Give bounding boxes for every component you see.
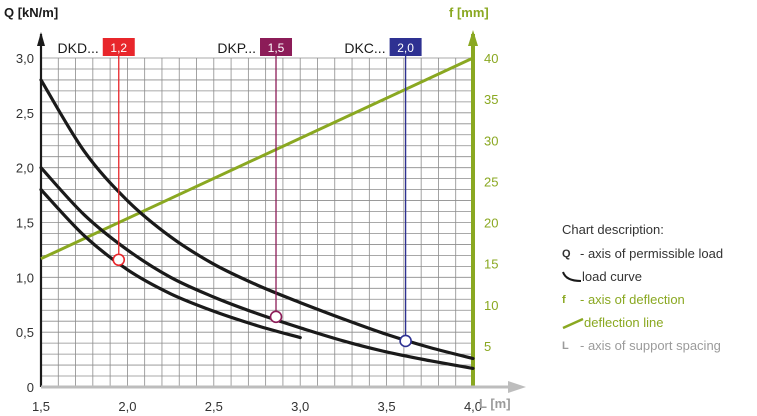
y-left-tick-label: 0: [27, 380, 34, 395]
y-left-tick-label: 0,5: [16, 325, 34, 340]
chart-series: [39, 56, 475, 370]
legend-q-text: - axis of permissible load: [580, 246, 724, 261]
deflection-line: [40, 56, 474, 261]
legend-deflection-row: deflection line: [562, 316, 757, 330]
x-tick-label: 1,5: [32, 399, 50, 414]
y-left-tick-label: 2,5: [16, 106, 34, 121]
y-left-axis-title: Q [kN/m]: [4, 5, 58, 20]
x-axis-title: L [m]: [479, 396, 511, 411]
y-right-tick-label: 35: [484, 92, 498, 107]
y-left-tick-label: 1,0: [16, 270, 34, 285]
y-right-tick-label: 30: [484, 133, 498, 148]
axis-ticks: 1,5 2,0 2,5 3,0 3,5 4,0 0 0,5 1,0 1,5 2,0 2,5 3,0 5 10…: [16, 51, 499, 414]
legend-l-text: - axis of support spacing: [580, 338, 721, 353]
x-tick-label: 2,0: [118, 399, 136, 414]
x-axis-arrow-icon: [508, 381, 526, 393]
marker-series-label-1: DKD...: [58, 40, 99, 56]
marker-point-2: [269, 310, 283, 324]
legend-f-text: - axis of deflection: [580, 292, 685, 307]
legend-q-key: Q: [562, 248, 571, 260]
marker-badge-1: [102, 38, 135, 56]
load-curve-2: [39, 166, 475, 370]
legend-l-row: L - axis of support spacing: [562, 339, 757, 353]
y-left-axis-arrow-icon: [37, 32, 45, 46]
marker-series-label-2: DKP...: [217, 40, 256, 56]
x-tick-label: 2,5: [205, 399, 223, 414]
marker-badge-value-2: 1,5: [268, 41, 285, 55]
chart-legend: Chart description: Q - axis of permissib…: [562, 222, 757, 362]
y-left-tick-label: 1,5: [16, 216, 34, 231]
y-left-tick-label: 2,0: [16, 161, 34, 176]
marker-badge-2: [260, 38, 293, 56]
legend-load-curve-row: load curve: [562, 270, 757, 284]
deflection-line-swatch-icon: [562, 317, 584, 330]
axes: [37, 30, 526, 393]
marker-badge-value-3: 2,0: [397, 41, 414, 55]
y-right-tick-label: 25: [484, 174, 498, 189]
y-right-axis-arrow-icon: [468, 30, 478, 46]
chart-markers: 1,2 DKD... 1,5 DKP... 2,0 DKC...: [58, 38, 422, 348]
y-right-tick-label: 5: [484, 339, 491, 354]
marker-series-label-3: DKC...: [344, 40, 385, 56]
marker-badge-value-1: 1,2: [110, 41, 127, 55]
y-right-tick-label: 20: [484, 216, 498, 231]
legend-load-curve-text: load curve: [582, 269, 642, 284]
legend-deflection-text: deflection line: [584, 315, 664, 330]
load-curve-1: [39, 188, 302, 340]
y-right-axis-title: f [mm]: [449, 5, 489, 20]
legend-l-key: L: [562, 340, 569, 352]
y-right-tick-label: 15: [484, 257, 498, 272]
y-left-tick-label: 3,0: [16, 51, 34, 66]
x-tick-label: 4,0: [464, 399, 482, 414]
load-curve-3: [39, 78, 475, 361]
legend-q-row: Q - axis of permissible load: [562, 247, 757, 261]
marker-point-1: [112, 253, 126, 267]
y-right-tick-label: 10: [484, 298, 498, 313]
load-curve-swatch-icon: [562, 271, 582, 282]
legend-heading: Chart description:: [562, 222, 664, 237]
x-tick-label: 3,0: [291, 399, 309, 414]
marker-badge-3: [389, 38, 422, 56]
x-tick-label: 3,5: [378, 399, 396, 414]
marker-point-3: [399, 334, 412, 348]
legend-f-key: f: [562, 294, 566, 306]
y-right-tick-label: 40: [484, 51, 498, 66]
legend-f-row: f - axis of deflection: [562, 293, 757, 307]
